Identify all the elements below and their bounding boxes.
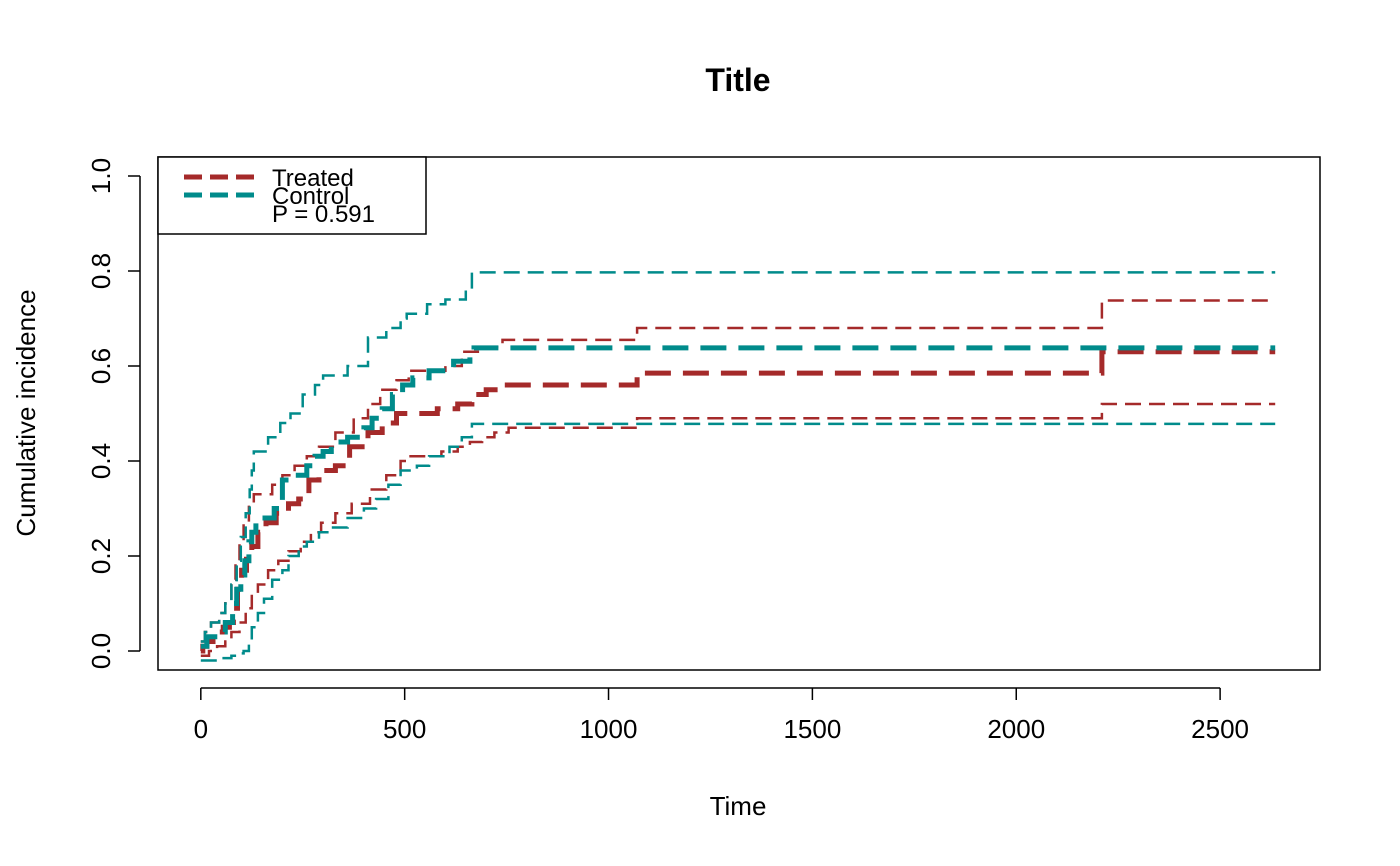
y-tick-label: 0.8	[86, 253, 116, 289]
y-tick-label: 0.2	[86, 538, 116, 574]
series-control-lower-line	[200, 422, 1276, 662]
legend-box	[157, 156, 427, 235]
y-axis-label: Cumulative incidence	[11, 289, 41, 536]
x-tick-label: 1000	[580, 714, 638, 744]
legend-label-control: Control	[272, 183, 349, 210]
y-tick-label: 0.6	[86, 348, 116, 384]
x-tick-label: 2000	[987, 714, 1045, 744]
x-axis-label: Time	[710, 791, 767, 821]
series-treated-upper-line	[200, 299, 1276, 643]
x-tick-label: 500	[383, 714, 426, 744]
x-tick-label: 0	[194, 714, 208, 744]
series-treated-estimate-line	[200, 349, 1276, 654]
legend-p-value: P = 0.591	[272, 201, 375, 228]
y-tick-label: 0.4	[86, 443, 116, 479]
y-tick-label: 1.0	[86, 158, 116, 194]
x-tick-label: 2500	[1191, 714, 1249, 744]
series-control-estimate-line	[200, 345, 1276, 649]
plot-layer	[200, 271, 1276, 662]
chart-title: Title	[705, 62, 770, 98]
x-tick-label: 1500	[783, 714, 841, 744]
series-treated-lower-line	[200, 402, 1276, 658]
axes-layer: 0 500 1000 1500 2000 2500 0.0 0.2 0.4 0.6 0.8 1.0	[86, 156, 1321, 744]
legend-label-treated: Treated	[272, 165, 354, 192]
series-control-upper-line	[200, 271, 1276, 643]
plot-frame	[157, 156, 1321, 671]
y-tick-label: 0.0	[86, 633, 116, 669]
